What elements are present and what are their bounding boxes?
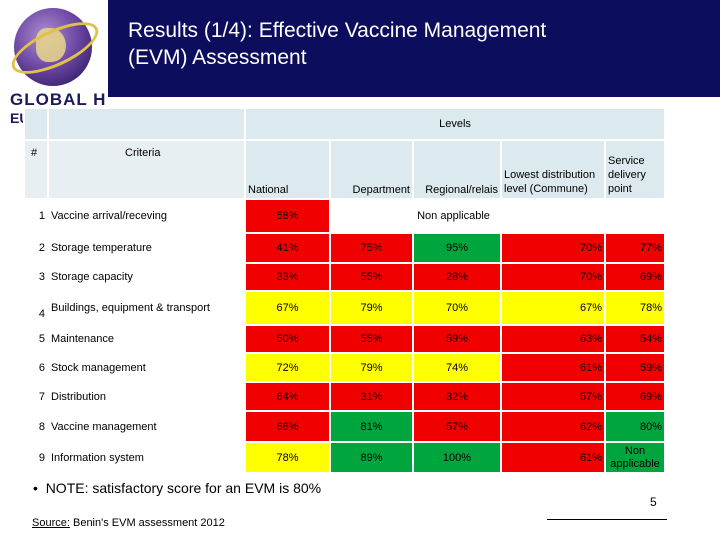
row-criteria: Vaccine management [47, 410, 246, 443]
header-criteria-blank [47, 107, 246, 141]
value-cell: 59% [412, 324, 502, 354]
value-cell: 95% [412, 232, 502, 264]
page-number-divider [547, 519, 667, 520]
logo: GLOBAL H EU [0, 0, 108, 132]
table-row: 3 Storage capacity 33% 55% 28% 70% 69% [23, 262, 666, 292]
value-cell: 57% [412, 410, 502, 443]
table-row: 7 Distribution 64% 31% 32% 57% 69% [23, 381, 666, 412]
value-cell: 62% [500, 410, 606, 443]
row-criteria: Storage capacity [47, 262, 246, 292]
value-cell: 67% [500, 290, 606, 326]
row-num: 2 [23, 232, 49, 264]
col-header-national: National [244, 139, 331, 200]
value-cell: 61% [500, 441, 606, 474]
row-num: 3 [23, 262, 49, 292]
source-citation: Source: Benin's EVM assessment 2012 [32, 517, 225, 529]
col-header-department: Department [329, 139, 414, 200]
row-num: 9 [23, 441, 49, 474]
row-num: 1 [23, 198, 49, 234]
value-cell: 41% [244, 232, 331, 264]
title-line-1: Results (1/4): Effective Vaccine Managem… [128, 19, 547, 42]
title-line-2: (EVM) Assessment [128, 46, 307, 69]
value-cell: 31% [329, 381, 414, 412]
value-cell: 78% [244, 441, 331, 474]
row-criteria: Storage temperature [47, 232, 246, 264]
value-cell: 79% [329, 352, 414, 383]
row-num: 7 [23, 381, 49, 412]
value-cell: 63% [500, 324, 606, 354]
value-cell: 57% [500, 381, 606, 412]
value-cell: 68% [244, 410, 331, 443]
evm-results-table: Levels # Criteria National Department Re… [23, 107, 666, 474]
table-row: 9 Information system 78% 89% 100% 61% No… [23, 441, 666, 474]
value-cell: 72% [244, 352, 331, 383]
title-bar: Results (1/4): Effective Vaccine Managem… [0, 0, 720, 97]
value-cell: 67% [244, 290, 331, 326]
row-criteria: Vaccine arrival/receving [47, 198, 246, 234]
value-cell: 58% [244, 198, 331, 234]
table-row: 5 Maintenance 50% 55% 59% 63% 54% [23, 324, 666, 354]
row-criteria: Stock management [47, 352, 246, 383]
non-applicable-cell: Non applicable [604, 441, 666, 474]
value-cell: 78% [604, 290, 666, 326]
row-num: 5 [23, 324, 49, 354]
value-cell: 33% [244, 262, 331, 292]
source-label: Source: [32, 517, 70, 529]
value-cell: 80% [604, 410, 666, 443]
globe-icon [4, 8, 106, 86]
note-bullet: • NOTE: satisfactory score for an EVM is… [33, 480, 321, 496]
value-cell: 55% [329, 262, 414, 292]
value-cell: 77% [604, 232, 666, 264]
table-row: 2 Storage temperature 41% 75% 95% 70% 77… [23, 232, 666, 264]
row-num: 6 [23, 352, 49, 383]
value-cell: 70% [412, 290, 502, 326]
table-row: 8 Vaccine management 68% 81% 57% 62% 80% [23, 410, 666, 443]
value-cell: 50% [244, 324, 331, 354]
value-cell: 64% [244, 381, 331, 412]
value-cell: 100% [412, 441, 502, 474]
value-cell: 61% [500, 352, 606, 383]
bullet-icon: • [33, 480, 46, 496]
row-criteria: Buildings, equipment & transport [47, 290, 246, 326]
table-row: 4 Buildings, equipment & transport 67% 7… [23, 290, 666, 326]
levels-header: Levels [244, 107, 666, 141]
header-num-blank [23, 107, 49, 141]
value-cell: 55% [329, 324, 414, 354]
value-cell: 28% [412, 262, 502, 292]
value-cell: 89% [329, 441, 414, 474]
table-row: 1 Vaccine arrival/receving 58% Non appli… [23, 198, 666, 234]
row-criteria: Distribution [47, 381, 246, 412]
page-title: Results (1/4): Effective Vaccine Managem… [128, 17, 708, 71]
row-num: 4 [23, 290, 49, 326]
value-cell: 59% [604, 352, 666, 383]
value-cell: 70% [500, 262, 606, 292]
source-text: Benin's EVM assessment 2012 [72, 517, 225, 529]
row-criteria: Information system [47, 441, 246, 474]
col-header-regional: Regional/relais [412, 139, 502, 200]
value-cell: 75% [329, 232, 414, 264]
non-applicable-cell: Non applicable [329, 198, 666, 234]
value-cell: 70% [500, 232, 606, 264]
note-text: NOTE: satisfactory score for an EVM is 8… [45, 480, 322, 496]
col-header-lowest-distribution: Lowest distribution level (Commune) [500, 139, 606, 200]
value-cell: 81% [329, 410, 414, 443]
criteria-column-header: Criteria [47, 139, 246, 200]
value-cell: 74% [412, 352, 502, 383]
col-header-service-delivery: Service delivery point [604, 139, 666, 200]
page-number: 5 [650, 495, 657, 509]
row-num: 8 [23, 410, 49, 443]
value-cell: 79% [329, 290, 414, 326]
num-column-header: # [23, 139, 49, 200]
value-cell: 54% [604, 324, 666, 354]
logo-text: GLOBAL H [10, 90, 107, 109]
row-criteria: Maintenance [47, 324, 246, 354]
value-cell: 32% [412, 381, 502, 412]
table-row: 6 Stock management 72% 79% 74% 61% 59% [23, 352, 666, 383]
value-cell: 69% [604, 381, 666, 412]
value-cell: 69% [604, 262, 666, 292]
